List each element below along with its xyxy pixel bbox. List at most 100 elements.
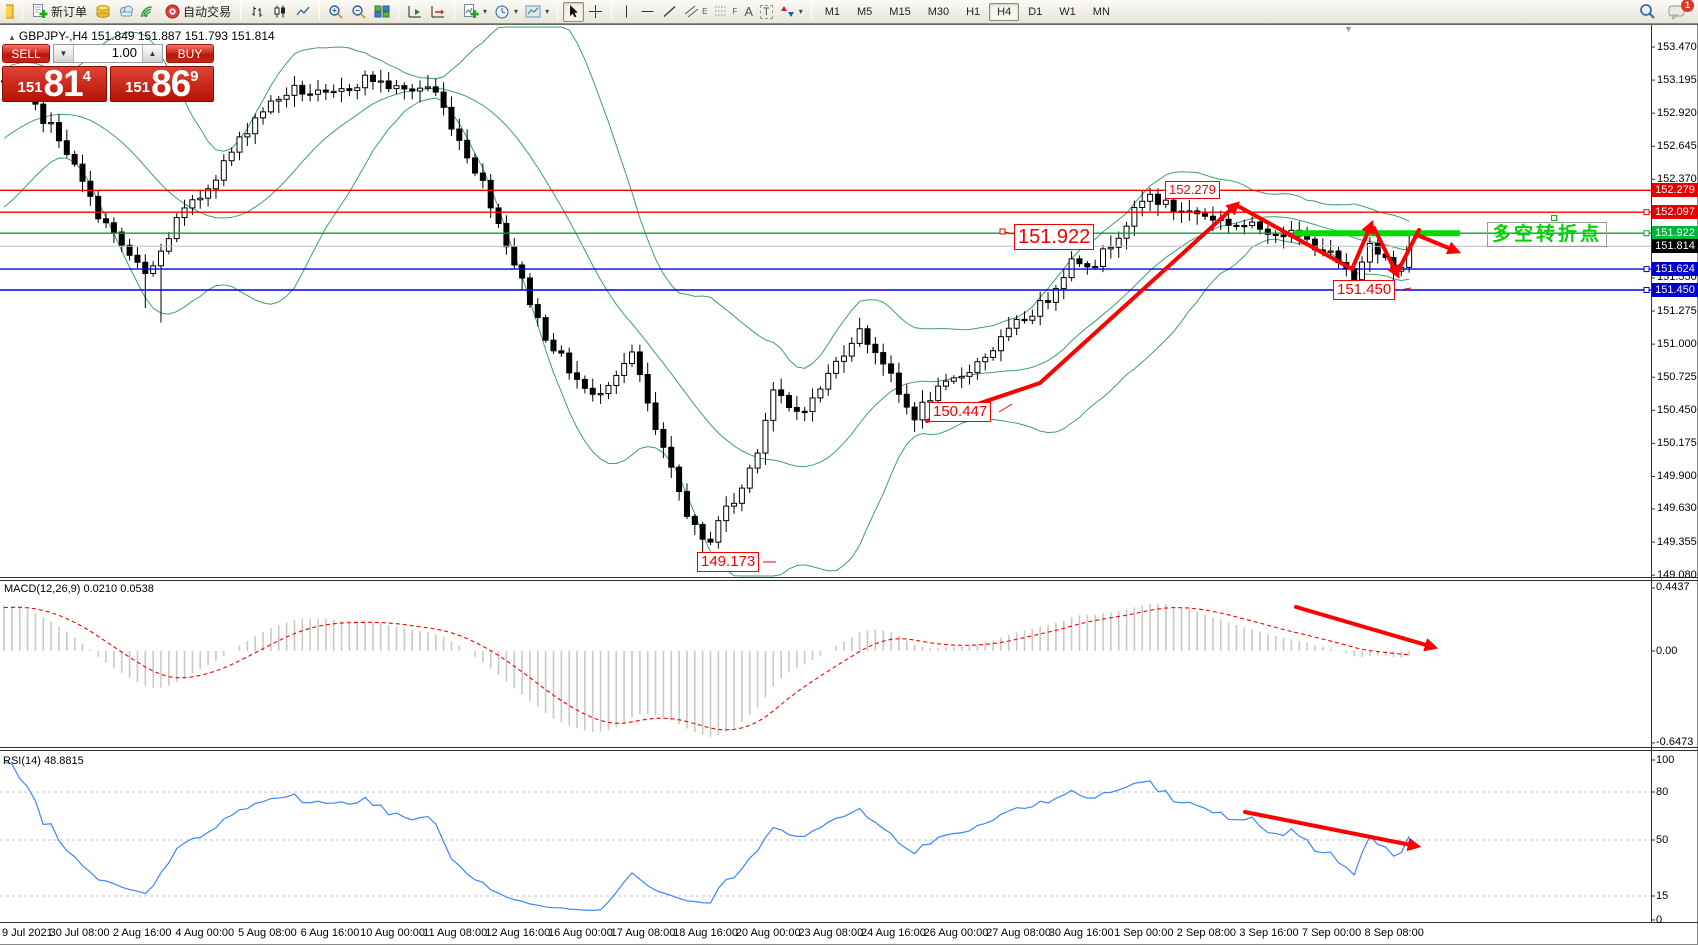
candle-body [542, 317, 549, 341]
candle-body [589, 387, 596, 395]
candle-body [566, 352, 573, 374]
rsi-axis-tick: 50 [1656, 833, 1669, 846]
candle-body [362, 74, 369, 89]
candle-body [731, 502, 738, 507]
sell-button[interactable]: SELL [2, 44, 50, 63]
line-endpoint-handle[interactable] [1643, 266, 1650, 273]
candle-body [534, 304, 541, 319]
trend-arrow[interactable] [1350, 220, 1375, 271]
sell-price-prefix: 151 [17, 79, 43, 96]
data-window-icon[interactable] [115, 2, 137, 22]
trendline-tool[interactable] [659, 2, 680, 22]
window-icon[interactable] [3, 2, 17, 22]
time-axis-label: 16 Aug 00:00 [547, 927, 613, 939]
trend-arrow[interactable] [1415, 233, 1462, 255]
timeframe-m1[interactable]: M1 [824, 5, 841, 18]
zoom-in-button[interactable] [325, 2, 347, 22]
candle-body [48, 122, 55, 125]
tile-windows-button[interactable] [371, 2, 393, 22]
line-endpoint-handle[interactable] [1643, 230, 1650, 237]
price-annotation-149.173[interactable]: 149.173 [697, 552, 760, 572]
price-annotation-152.279[interactable]: 152.279 [1165, 181, 1220, 199]
timeframe-m5[interactable]: M5 [857, 5, 873, 18]
timeframe-m15[interactable]: M15 [889, 5, 911, 18]
candle-body [1068, 258, 1075, 279]
time-axis-label: 23 Aug 08:00 [798, 927, 864, 939]
zoom-out-button[interactable] [348, 2, 370, 22]
line-chart-button[interactable] [292, 2, 314, 22]
candle-body [683, 490, 690, 517]
macd-axis-tick: -0.6473 [1656, 736, 1694, 749]
timeframe-w1[interactable]: W1 [1059, 5, 1076, 18]
candle-body [935, 385, 942, 402]
notifications-button[interactable]: 1 [1665, 0, 1694, 22]
candle-body [895, 372, 902, 395]
sell-price-box[interactable]: 151 81 4 [2, 65, 107, 102]
chart-shift-button[interactable] [427, 2, 449, 22]
timeframe-mn[interactable]: MN [1092, 5, 1110, 18]
line-endpoint-handle[interactable] [1643, 287, 1650, 294]
channel-tool[interactable]: E [681, 2, 710, 22]
candle-body [597, 393, 604, 396]
candle-body [479, 172, 486, 181]
price-annotation-151.922[interactable]: 151.922 [1014, 224, 1095, 250]
buy-price-box[interactable]: 151 86 9 [109, 65, 214, 102]
price-annotation-151.450[interactable]: 151.450 [1333, 280, 1396, 300]
volume-increase-button[interactable]: ▲ [142, 45, 162, 62]
price-annotation-150.447[interactable]: 150.447 [929, 402, 992, 422]
timeframe-h4[interactable]: H4 [989, 2, 1020, 21]
buy-price-sup: 9 [190, 68, 199, 85]
candle-body [1366, 243, 1373, 263]
price-axis-tick: 150.450 [1657, 403, 1697, 416]
metaeditor-icon[interactable] [92, 2, 114, 22]
candle-body [197, 197, 204, 201]
annotation-anchor-handle[interactable] [999, 228, 1006, 235]
auto-trading-button[interactable]: 自动交易 [161, 2, 235, 22]
trend-arrow[interactable] [1243, 810, 1422, 852]
volume-decrease-button[interactable]: ▼ [54, 45, 74, 62]
new-order-button[interactable]: 新订单 [28, 2, 91, 22]
candlestick-chart-button[interactable] [269, 2, 291, 22]
candle-body [432, 86, 439, 93]
templates-button[interactable]: ▾ [522, 2, 552, 22]
trendline-icon [663, 6, 676, 17]
candle-body [738, 487, 745, 504]
search-button[interactable] [1636, 2, 1659, 22]
horizontal-line-tool[interactable] [637, 2, 658, 22]
pivot-point-label[interactable]: 多空转折点 [1487, 222, 1608, 247]
arrows-tool[interactable]: ▾ [777, 2, 806, 22]
periods-button[interactable]: ▾ [491, 2, 521, 22]
candle-body [448, 106, 455, 130]
crosshair-tool[interactable] [585, 2, 606, 22]
price-tag-152.279: 152.279 [1652, 183, 1698, 198]
volume-input[interactable]: 1.00 [111, 45, 137, 60]
timeframe-h1[interactable]: H1 [966, 5, 981, 18]
auto-trading-label: 自动交易 [183, 5, 232, 19]
line-endpoint-handle[interactable] [1643, 209, 1650, 216]
window-splitter-handle[interactable]: ▼ [1344, 24, 1353, 34]
trend-arrow[interactable] [1234, 203, 1354, 271]
timeframe-d1[interactable]: D1 [1028, 5, 1043, 18]
pivot-anchor-handle[interactable] [1551, 215, 1557, 221]
trend-arrow[interactable] [1396, 228, 1421, 273]
timeframe-m30[interactable]: M30 [927, 5, 950, 18]
candle-body [456, 128, 463, 141]
text-tool[interactable]: A [741, 2, 756, 22]
candle-body [691, 515, 698, 525]
trend-arrow[interactable] [1294, 605, 1439, 652]
buy-button[interactable]: BUY [166, 44, 214, 63]
text-label-tool[interactable]: T [757, 2, 776, 22]
candle-body [118, 231, 125, 246]
signal-icon[interactable] [138, 2, 160, 22]
candle-body [134, 254, 141, 263]
cursor-tool[interactable] [563, 1, 585, 22]
candle-body [511, 246, 518, 266]
auto-scroll-button[interactable] [404, 2, 426, 22]
indicators-button[interactable]: ▾ [460, 2, 490, 22]
fibonacci-tool[interactable]: F [711, 2, 740, 22]
trend-arrow[interactable] [1372, 226, 1400, 279]
bar-chart-button[interactable] [246, 2, 268, 22]
candle-body [291, 84, 298, 96]
vertical-line-tool[interactable] [617, 2, 636, 22]
